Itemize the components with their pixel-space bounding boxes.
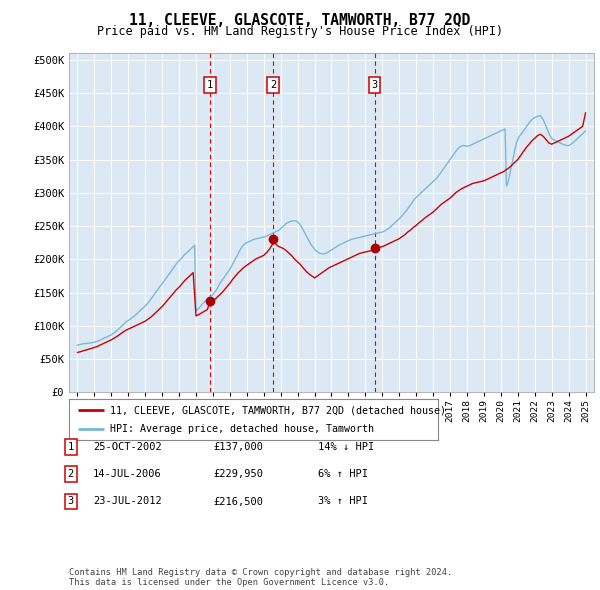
Text: £229,950: £229,950 [213,470,263,479]
Text: 6% ↑ HPI: 6% ↑ HPI [318,470,368,479]
Text: HPI: Average price, detached house, Tamworth: HPI: Average price, detached house, Tamw… [110,424,374,434]
Text: 11, CLEEVE, GLASCOTE, TAMWORTH, B77 2QD (detached house): 11, CLEEVE, GLASCOTE, TAMWORTH, B77 2QD … [110,405,446,415]
Text: 3% ↑ HPI: 3% ↑ HPI [318,497,368,506]
Text: 3: 3 [68,497,74,506]
Text: 2: 2 [270,80,276,90]
Text: Price paid vs. HM Land Registry's House Price Index (HPI): Price paid vs. HM Land Registry's House … [97,25,503,38]
Text: 3: 3 [371,80,377,90]
Text: £137,000: £137,000 [213,442,263,452]
Text: 14-JUL-2006: 14-JUL-2006 [93,470,162,479]
Text: 2: 2 [68,470,74,479]
Text: 25-OCT-2002: 25-OCT-2002 [93,442,162,452]
Text: 11, CLEEVE, GLASCOTE, TAMWORTH, B77 2QD: 11, CLEEVE, GLASCOTE, TAMWORTH, B77 2QD [130,13,470,28]
Text: £216,500: £216,500 [213,497,263,506]
Text: Contains HM Land Registry data © Crown copyright and database right 2024.
This d: Contains HM Land Registry data © Crown c… [69,568,452,587]
Text: 1: 1 [207,80,213,90]
Text: 14% ↓ HPI: 14% ↓ HPI [318,442,374,452]
Text: 1: 1 [68,442,74,452]
Text: 23-JUL-2012: 23-JUL-2012 [93,497,162,506]
